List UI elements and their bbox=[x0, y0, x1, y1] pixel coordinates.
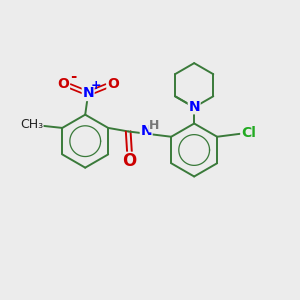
Text: O: O bbox=[107, 77, 119, 91]
Text: O: O bbox=[58, 77, 69, 91]
Text: -: - bbox=[70, 69, 76, 84]
Text: Cl: Cl bbox=[241, 126, 256, 140]
Text: +: + bbox=[91, 79, 102, 92]
Text: N: N bbox=[140, 124, 152, 138]
Text: CH₃: CH₃ bbox=[20, 118, 43, 131]
Text: N: N bbox=[188, 100, 200, 114]
Text: H: H bbox=[149, 119, 160, 132]
Text: O: O bbox=[122, 152, 137, 170]
Text: N: N bbox=[82, 86, 94, 100]
